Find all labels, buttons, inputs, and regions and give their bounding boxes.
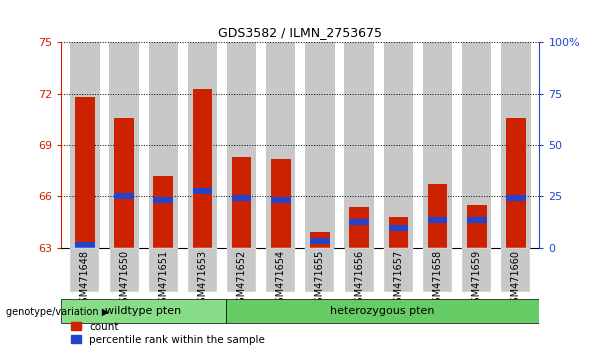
Bar bbox=[467, 217, 487, 223]
Bar bbox=[227, 42, 256, 248]
Bar bbox=[153, 196, 173, 202]
Title: GDS3582 / ILMN_2753675: GDS3582 / ILMN_2753675 bbox=[218, 25, 383, 39]
FancyBboxPatch shape bbox=[423, 248, 452, 292]
Bar bbox=[232, 195, 251, 201]
Text: GSM471659: GSM471659 bbox=[472, 250, 482, 309]
FancyBboxPatch shape bbox=[226, 299, 539, 322]
FancyBboxPatch shape bbox=[188, 248, 217, 292]
FancyBboxPatch shape bbox=[266, 248, 295, 292]
Bar bbox=[501, 42, 531, 248]
Bar bbox=[75, 242, 94, 248]
Text: GSM471656: GSM471656 bbox=[354, 250, 364, 309]
Text: GSM471658: GSM471658 bbox=[433, 250, 443, 309]
Bar bbox=[384, 42, 413, 248]
Bar bbox=[506, 195, 526, 201]
Bar bbox=[467, 205, 487, 248]
Bar bbox=[271, 196, 291, 202]
Text: GSM471650: GSM471650 bbox=[119, 250, 129, 309]
Bar bbox=[114, 193, 134, 199]
Bar bbox=[188, 42, 217, 248]
FancyBboxPatch shape bbox=[384, 248, 413, 292]
Bar bbox=[192, 188, 212, 194]
Bar bbox=[349, 219, 369, 225]
Bar bbox=[428, 184, 447, 248]
FancyBboxPatch shape bbox=[305, 248, 335, 292]
Bar bbox=[345, 42, 374, 248]
Text: GSM471660: GSM471660 bbox=[511, 250, 521, 309]
FancyBboxPatch shape bbox=[70, 248, 99, 292]
Bar bbox=[310, 238, 330, 244]
Text: GSM471652: GSM471652 bbox=[237, 250, 246, 309]
Bar bbox=[389, 225, 408, 232]
FancyBboxPatch shape bbox=[227, 248, 256, 292]
Bar bbox=[148, 42, 178, 248]
FancyBboxPatch shape bbox=[61, 299, 226, 322]
Text: GSM471654: GSM471654 bbox=[276, 250, 286, 309]
Bar bbox=[192, 89, 212, 248]
Text: GSM471653: GSM471653 bbox=[197, 250, 207, 309]
Bar bbox=[271, 159, 291, 248]
FancyBboxPatch shape bbox=[149, 248, 178, 292]
Text: genotype/variation ▶: genotype/variation ▶ bbox=[6, 307, 109, 317]
Bar bbox=[310, 232, 330, 248]
Text: GSM471655: GSM471655 bbox=[315, 250, 325, 309]
FancyBboxPatch shape bbox=[462, 248, 491, 292]
Bar bbox=[506, 118, 526, 248]
Text: wildtype pten: wildtype pten bbox=[105, 306, 181, 316]
FancyBboxPatch shape bbox=[110, 248, 139, 292]
Text: GSM471651: GSM471651 bbox=[158, 250, 168, 309]
Bar bbox=[349, 207, 369, 248]
Bar bbox=[389, 217, 408, 248]
Bar bbox=[232, 157, 251, 248]
Bar bbox=[305, 42, 335, 248]
Bar bbox=[109, 42, 139, 248]
Bar bbox=[462, 42, 492, 248]
Legend: count, percentile rank within the sample: count, percentile rank within the sample bbox=[66, 317, 270, 349]
Bar bbox=[423, 42, 452, 248]
Bar bbox=[114, 118, 134, 248]
Bar bbox=[75, 97, 94, 248]
Text: heterozygous pten: heterozygous pten bbox=[330, 306, 435, 316]
Text: GSM471648: GSM471648 bbox=[80, 250, 90, 309]
Bar bbox=[70, 42, 99, 248]
Bar bbox=[428, 217, 447, 223]
Bar bbox=[266, 42, 295, 248]
Bar bbox=[153, 176, 173, 248]
FancyBboxPatch shape bbox=[501, 248, 530, 292]
Text: GSM471657: GSM471657 bbox=[394, 250, 403, 309]
FancyBboxPatch shape bbox=[345, 248, 374, 292]
